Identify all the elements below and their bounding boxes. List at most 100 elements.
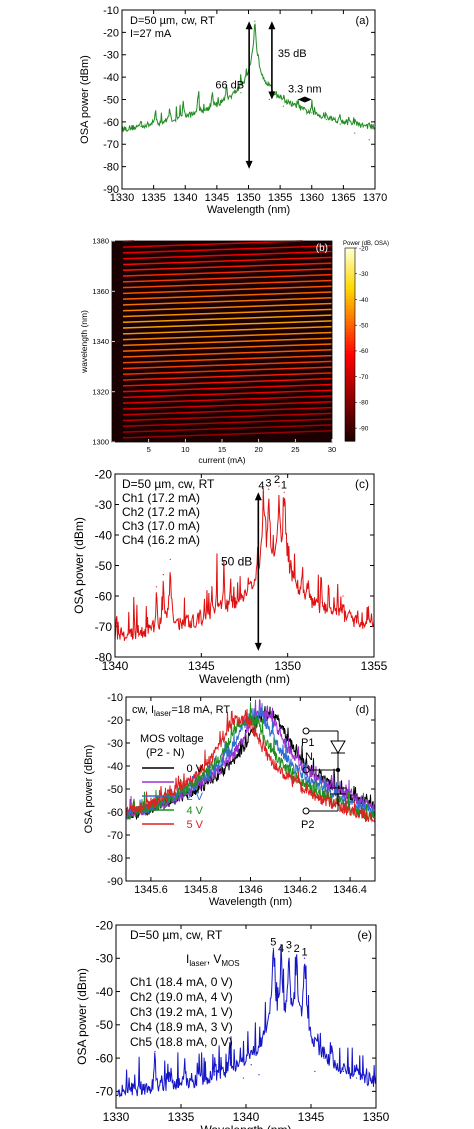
circuit-label-p1: P1 xyxy=(301,737,314,749)
y-tick-label: -90 xyxy=(107,876,123,888)
spectral-peak xyxy=(258,1074,260,1076)
colorbar-step xyxy=(345,286,355,291)
x-tick-label: 1370 xyxy=(363,192,387,204)
colorbar-step xyxy=(345,367,355,371)
y-tick-label: -20 xyxy=(95,467,113,481)
colorbar-step xyxy=(345,350,355,355)
spectral-peak xyxy=(250,1064,252,1066)
y-axis-label: wavelength (nm) xyxy=(79,310,89,374)
mode-line xyxy=(122,383,333,393)
colorbar-step xyxy=(345,331,355,336)
colorbar-step xyxy=(345,399,355,403)
circuit-label-n: N xyxy=(305,751,313,763)
legend-line: Ch3 (17.0 mA) xyxy=(122,519,200,533)
x-tick-label: 1340 xyxy=(233,1110,260,1124)
spectral-peak xyxy=(198,1057,200,1059)
spectral-peak xyxy=(128,1077,130,1079)
arrow-3-3nm-head xyxy=(304,96,312,103)
colorbar-step xyxy=(345,412,355,416)
colorbar-step xyxy=(345,257,355,262)
spectrum-trace xyxy=(114,488,375,642)
terminal-p2 xyxy=(302,807,310,815)
colorbar-tick-label: -80 xyxy=(359,400,369,407)
colorbar-step xyxy=(345,280,355,284)
y-tick-label: -40 xyxy=(107,761,123,773)
panel-label: (b) xyxy=(316,243,328,254)
spectral-peak xyxy=(240,92,242,94)
colorbar-step xyxy=(345,260,355,265)
peak-label: 5 xyxy=(270,936,276,948)
colorbar-step xyxy=(345,276,355,281)
legend-entry: 5 V xyxy=(186,819,203,831)
mode-line xyxy=(122,395,333,404)
arrow-3-3nm-head xyxy=(297,96,305,103)
y-tick-label: -50 xyxy=(95,559,113,573)
spectral-peak xyxy=(288,951,290,953)
colorbar-step xyxy=(345,408,355,413)
x-axis-label: current (mA) xyxy=(198,455,245,465)
spectral-peak xyxy=(337,589,339,591)
y-tick-label: -70 xyxy=(103,139,119,151)
y-tick-label: -10 xyxy=(103,5,119,17)
colorbar-step xyxy=(345,325,355,330)
spectral-peak xyxy=(339,123,341,125)
legend-line: D=50 µm, cw, RT xyxy=(122,477,215,491)
colorbar-step xyxy=(345,334,355,339)
peak-label: 4 xyxy=(278,943,284,955)
spectral-peak xyxy=(280,954,282,956)
colorbar-step xyxy=(345,402,355,407)
spectral-peak xyxy=(140,125,142,127)
y-axis-label: OSA power (dBm) xyxy=(83,745,95,834)
spectral-peak xyxy=(154,114,157,116)
legend-entry: 4 V xyxy=(186,805,203,817)
peak-label: 2 xyxy=(274,474,280,486)
colorbar-step xyxy=(345,267,355,272)
colorbar-step xyxy=(345,251,355,256)
spectral-peak xyxy=(216,583,218,585)
x-tick-label: 1335 xyxy=(168,1110,195,1124)
series-5v xyxy=(125,709,376,823)
spectral-peak xyxy=(168,1080,170,1082)
y-tick-label: -30 xyxy=(96,952,114,966)
spectral-peak xyxy=(296,954,298,956)
colorbar-step xyxy=(345,318,355,323)
plot-frame xyxy=(114,473,375,658)
mode-line xyxy=(122,366,333,376)
spectral-peak xyxy=(230,583,232,585)
colorbar-step xyxy=(345,363,355,368)
y-tick-label: -70 xyxy=(107,830,123,842)
colorbar-step xyxy=(345,299,355,304)
legend-line: Ch4 (18.9 mA, 3 V) xyxy=(130,1020,233,1034)
x-tick-label: 1350 xyxy=(236,192,260,204)
spectral-peak xyxy=(228,1057,230,1059)
spectral-peak xyxy=(272,947,274,949)
y-tick-label: -50 xyxy=(107,784,123,796)
x-tick-label: 1355 xyxy=(361,659,388,673)
mode-line xyxy=(122,297,333,306)
colorbar-step xyxy=(345,424,355,429)
mode-line xyxy=(122,250,333,260)
y-axis-label: OSA power (dBm) xyxy=(75,968,89,1065)
panel-d: 1345.6 1345.8 1346 1346.2 1346.4 -90 -80 -70 -60… xyxy=(83,692,376,908)
y-tick-label: 1380 xyxy=(92,237,109,246)
colorbar-step xyxy=(345,321,355,326)
legend-line: Ch5 (18.8 mA, 0 V) xyxy=(130,1035,233,1049)
mode-line xyxy=(122,314,333,324)
y-tick-label: -30 xyxy=(95,498,113,512)
x-tick-label: 1330 xyxy=(110,192,134,204)
x-tick-label: 1340 xyxy=(102,659,129,673)
spectral-peak xyxy=(182,103,184,105)
mode-line xyxy=(122,372,333,381)
x-tick-label: 1350 xyxy=(363,1110,390,1124)
colorbar-step xyxy=(345,418,355,423)
x-tick-label: 1330 xyxy=(103,1110,130,1124)
mode-line xyxy=(122,285,333,295)
legend-title: MOS voltage xyxy=(140,733,204,745)
colorbar-step xyxy=(345,431,355,436)
legend-line: I=27 mA xyxy=(130,28,172,40)
y-tick-label: -30 xyxy=(103,50,119,62)
colorbar-step xyxy=(345,428,355,432)
spectral-peak xyxy=(242,1077,244,1079)
arrow-35db-head xyxy=(268,21,276,30)
